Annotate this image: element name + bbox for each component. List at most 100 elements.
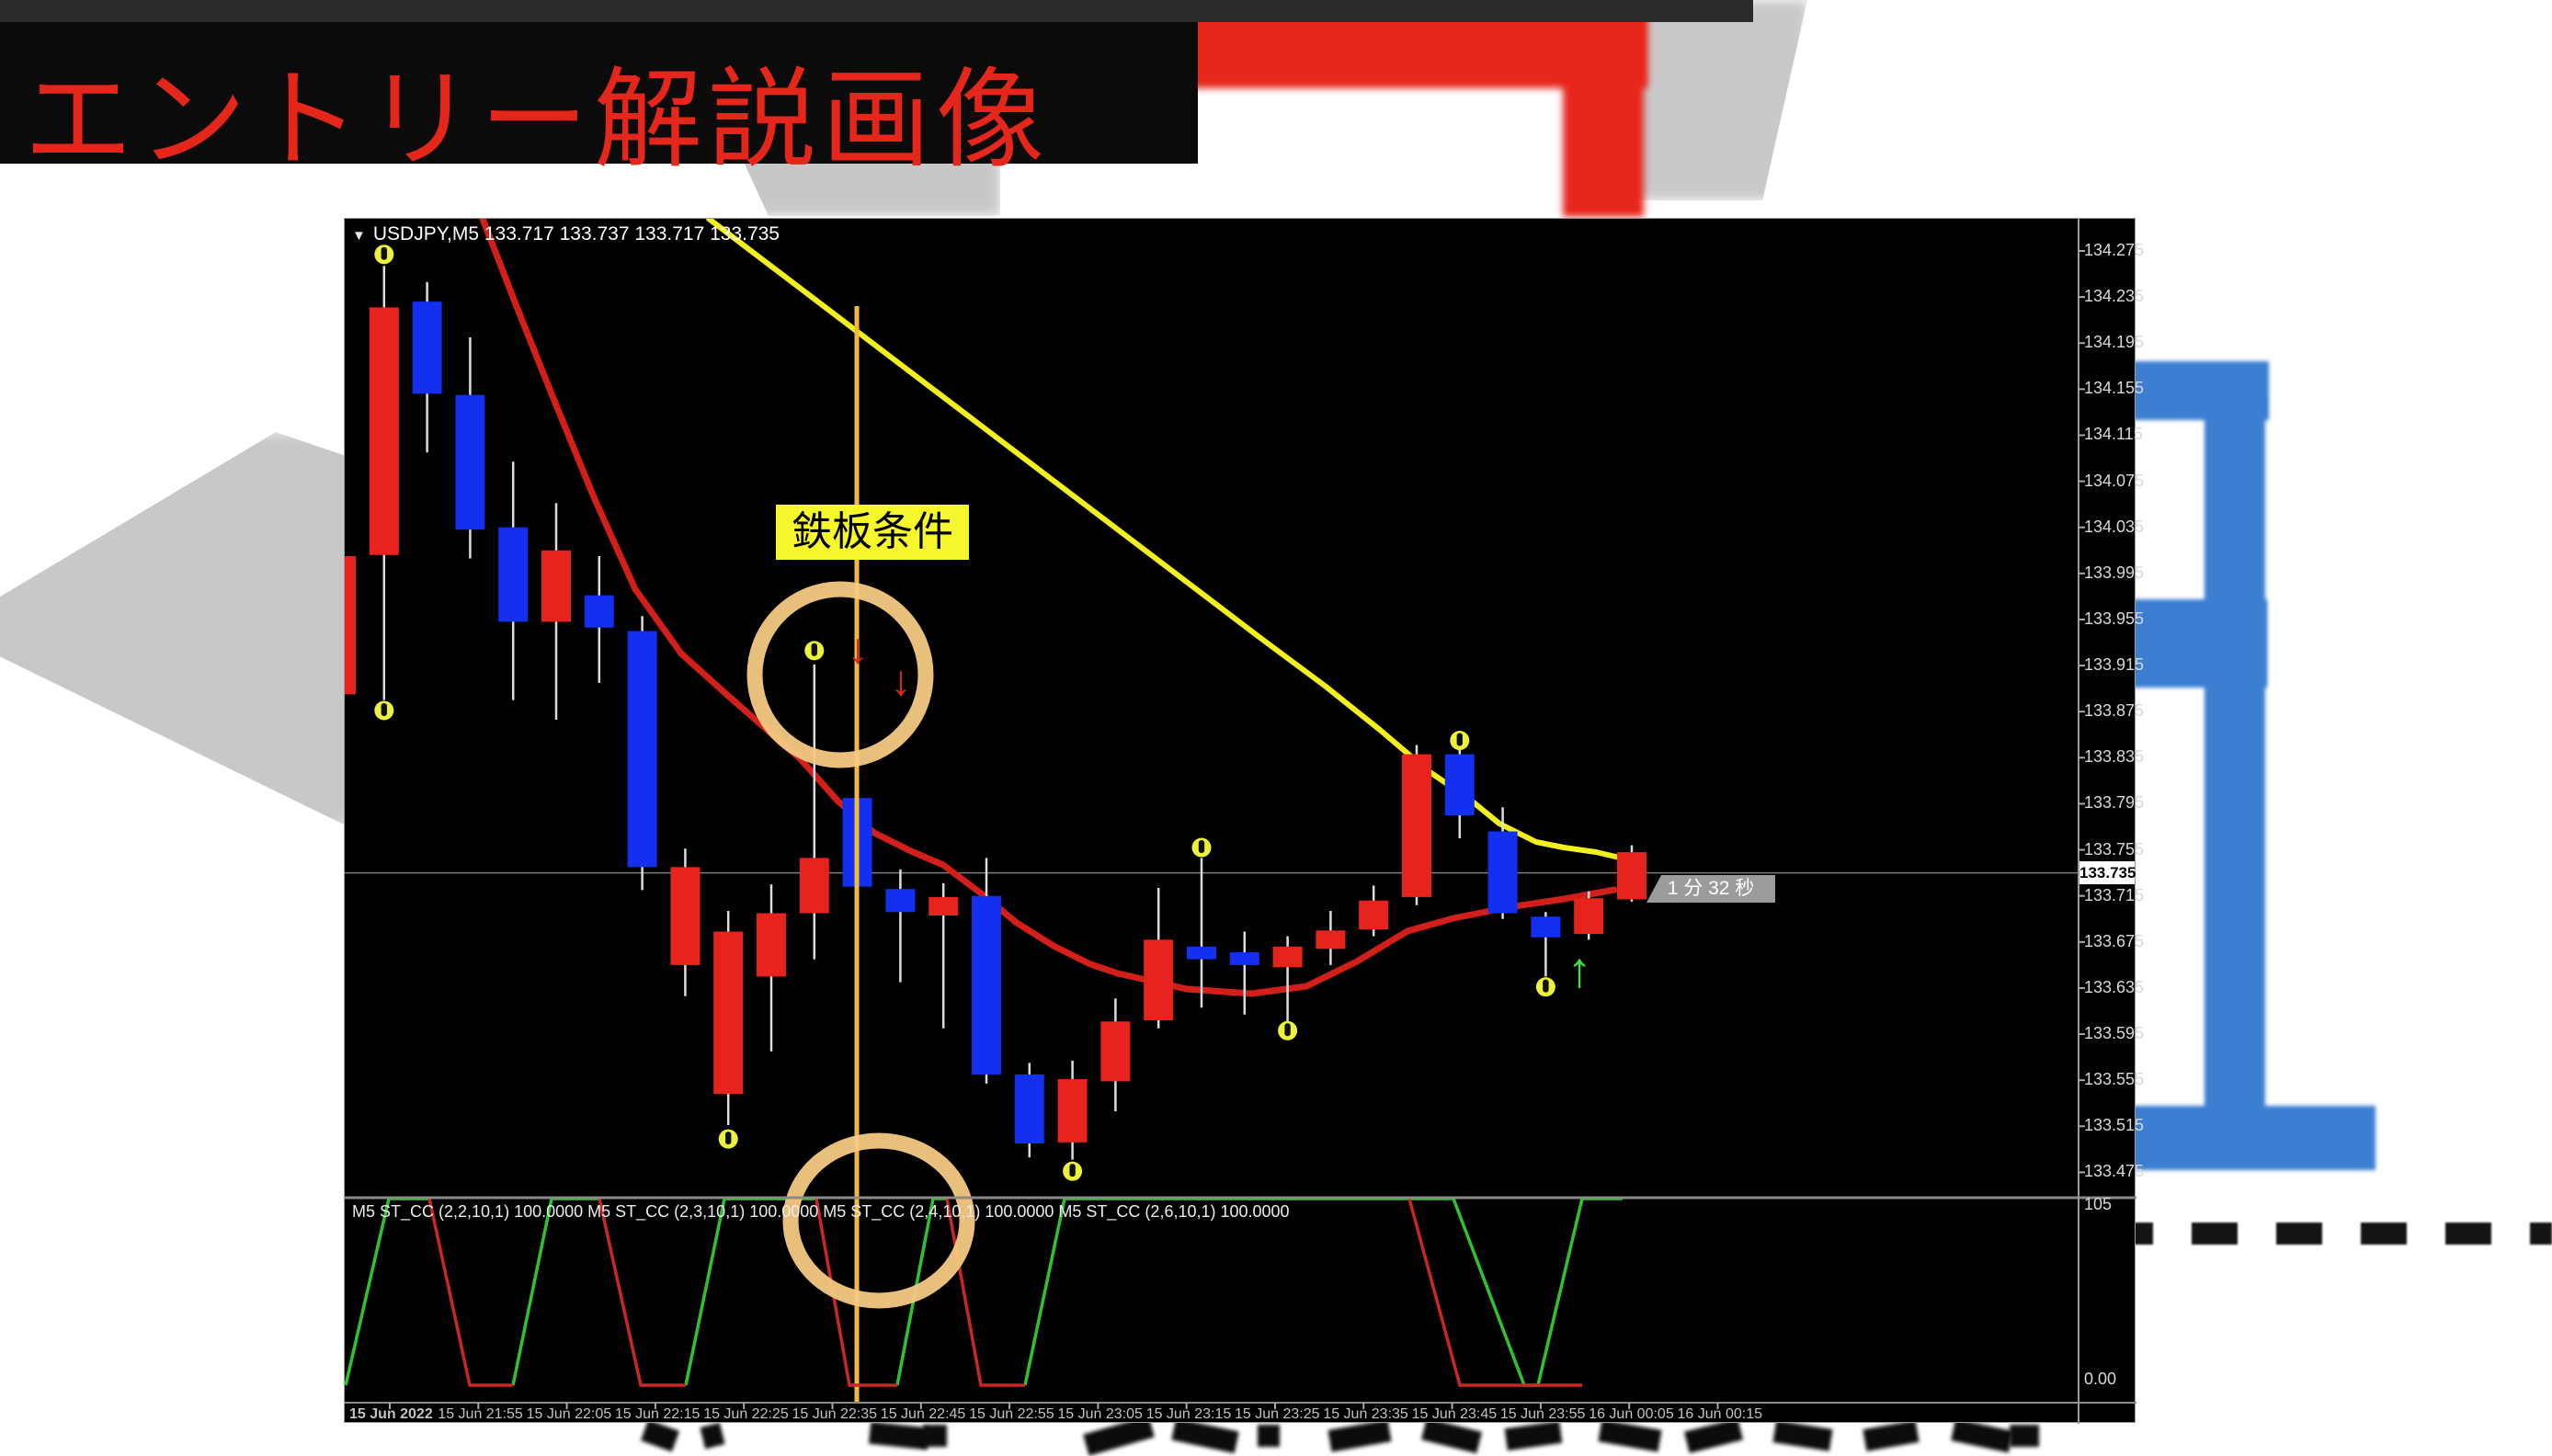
background-glyph-fragment (1504, 1420, 1563, 1451)
signal-ball-slot (381, 702, 387, 716)
candle-body (1444, 754, 1475, 815)
price-axis-label: 133.715 (2084, 885, 2145, 904)
price-axis-label: 134.115 (2084, 425, 2143, 444)
time-axis-label: 15 Jun 22:15 (614, 1406, 701, 1422)
signal-ball-slot (725, 1132, 732, 1145)
price-axis-label: 133.875 (2084, 701, 2145, 721)
time-axis-label: 16 Jun 00:15 (1677, 1406, 1763, 1422)
time-axis-label: 15 Jun 22:05 (526, 1406, 612, 1422)
price-axis-label: 133.835 (2084, 747, 2145, 767)
indicator-red-line (945, 1198, 1025, 1387)
indicator-scale-min: 0.00 (2084, 1370, 2117, 1388)
price-axis-label: 133.515 (2084, 1116, 2145, 1135)
sell-arrow-icon: ↓ (848, 624, 869, 672)
price-axis-label: 133.915 (2084, 655, 2145, 675)
signal-ball-slot (1456, 733, 1463, 746)
chart-title-bar: ▼ USDJPY,M5 133.717 133.737 133.717 133.7… (352, 223, 780, 245)
price-axis-label: 134.155 (2084, 379, 2145, 398)
time-axis-label: 15 Jun 23:15 (1145, 1406, 1232, 1422)
background-red-shape-large-vertical (1563, 7, 1644, 217)
signal-ball-slot (381, 246, 387, 260)
background-blue-letter-stem (2205, 395, 2265, 1123)
price-axis-label: 134.275 (2084, 241, 2145, 259)
entry-condition-label: 鉄板条件 (776, 505, 969, 560)
background-glyph-fragment (1598, 1419, 1662, 1452)
candle-body (670, 867, 701, 965)
price-axis-label: 134.235 (2084, 287, 2145, 306)
background-glyph-fragment (640, 1419, 680, 1452)
candle-body (713, 931, 744, 1095)
background-glyph-fragment (1863, 1420, 1920, 1451)
signal-ball-slot (1284, 1023, 1291, 1037)
background-glyph-fragment (700, 1422, 725, 1450)
time-axis-label: 15 Jun 23:35 (1323, 1406, 1408, 1422)
candle-body (345, 556, 356, 695)
chart-dropdown-icon[interactable]: ▼ (352, 228, 366, 244)
price-axis-label: 133.675 (2084, 931, 2145, 950)
indicator-red-line (598, 1198, 686, 1387)
signal-ball-slot (811, 643, 817, 656)
indicator-scale-max: 105 (2084, 1195, 2113, 1213)
banner-title: エントリー解説画像 (24, 60, 1051, 181)
background-blue-letter-base (2103, 1106, 2375, 1170)
candle-body (1272, 946, 1303, 968)
price-axis-label: 134.195 (2084, 333, 2145, 352)
candle-body (1014, 1074, 1044, 1144)
time-axis-label: 15 Jun 23:05 (1057, 1406, 1143, 1422)
top-dark-strip (0, 0, 1753, 22)
candle-body (885, 889, 916, 913)
sell-arrow-icon: ↓ (891, 656, 912, 704)
candle-body (1402, 754, 1431, 897)
price-axis-label: 133.755 (2084, 839, 2145, 859)
indicator-green-line (345, 1197, 429, 1386)
candle-body (1100, 1021, 1131, 1082)
time-axis-label: 15 Jun 2022 (349, 1406, 433, 1422)
candle-body (972, 895, 1001, 1075)
price-axis-label: 133.475 (2084, 1162, 2145, 1181)
indicator-red-line (815, 1198, 897, 1387)
chart-title-text: USDJPY,M5 133.717 133.737 133.717 133.73… (372, 223, 780, 245)
time-axis-label: 15 Jun 22:55 (969, 1406, 1054, 1422)
candle-body (1531, 916, 1561, 938)
candle-body (1487, 831, 1518, 914)
price-axis-label: 133.595 (2084, 1024, 2145, 1043)
candle-body (1057, 1078, 1088, 1143)
price-axis-label: 134.035 (2084, 517, 2145, 536)
candle-body (1144, 939, 1174, 1021)
indicator-red-line (1407, 1198, 1582, 1387)
signal-ball-slot (1198, 840, 1205, 854)
title-banner: エントリー解説画像 (0, 0, 1198, 181)
indicator-red-line (427, 1198, 513, 1387)
background-glyph-fragment (1951, 1418, 2013, 1453)
background-glyph-fragment (1327, 1419, 1392, 1452)
time-axis-label: 15 Jun 22:25 (703, 1406, 789, 1422)
time-axis-label: 15 Jun 23:45 (1411, 1406, 1498, 1422)
indicator-green-line (511, 1197, 599, 1386)
price-axis-label: 133.995 (2084, 563, 2145, 582)
candle-body (412, 301, 442, 394)
ma-yellow-line (706, 219, 1626, 861)
trading-chart-window[interactable]: ↓ ↓ ↑ ▼ USDJPY,M5 133.717 133.737 133.717 1… (344, 218, 2144, 1424)
background-glyph-fragment (1258, 1425, 1280, 1447)
signal-ball-slot (1069, 1164, 1076, 1177)
candle-body (1359, 900, 1389, 930)
candle-body (498, 527, 529, 622)
chart-plot-area[interactable]: ↓ ↓ ↑ (345, 219, 2136, 1424)
candle-body (757, 913, 786, 977)
candle-body (627, 631, 657, 868)
indicator-parameters-label: M5 ST_CC (2,2,10,1) 100.0000 M5 ST_CC (2… (352, 1202, 1290, 1221)
background-glyph-fragment (923, 1425, 947, 1447)
time-axis-label: 16 Jun 00:05 (1589, 1406, 1674, 1422)
highlight-circle (782, 1132, 975, 1309)
candle-body (799, 858, 829, 914)
price-axis-label: 134.075 (2084, 471, 2145, 490)
candle-body (929, 896, 959, 916)
background-glyph-fragment (1772, 1420, 1833, 1451)
indicator-green-line (1023, 1197, 1623, 1387)
price-axis-label: 133.795 (2084, 793, 2145, 813)
candle-body (1316, 930, 1346, 950)
candle-body (1229, 952, 1259, 965)
price-axis-label: 133.955 (2084, 609, 2145, 628)
candle-body (584, 595, 614, 628)
buy-arrow-icon: ↑ (1567, 943, 1592, 998)
